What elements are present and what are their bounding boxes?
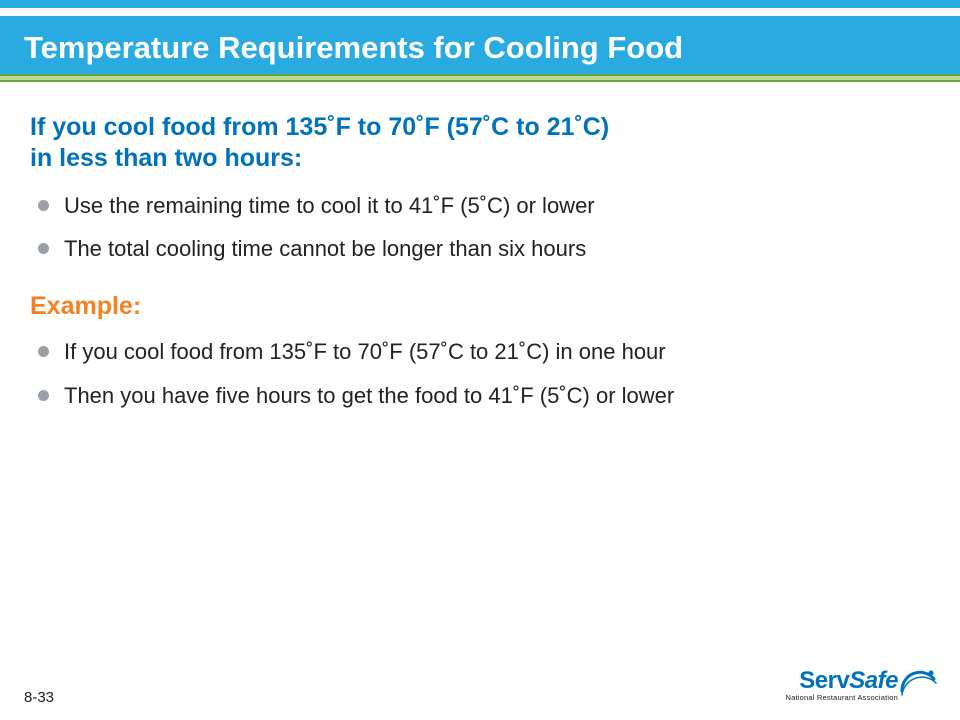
slide-content: If you cool food from 135˚F to 70˚F (57˚… <box>0 82 960 410</box>
servsafe-logo: ServSafe National Restaurant Association <box>785 667 936 702</box>
top-stripe <box>0 0 960 8</box>
logo-safe: Safe <box>849 667 898 694</box>
list-item: Then you have five hours to get the food… <box>36 381 930 411</box>
logo-wordmark: ServSafe <box>785 667 936 695</box>
list-item: If you cool food from 135˚F to 70˚F (57˚… <box>36 337 930 367</box>
accent-track <box>0 74 960 82</box>
section2-heading: Example: <box>30 292 930 321</box>
section2-bullets: If you cool food from 135˚F to 70˚F (57˚… <box>30 337 930 410</box>
title-band: Temperature Requirements for Cooling Foo… <box>0 8 960 74</box>
list-item: Use the remaining time to cool it to 41˚… <box>36 191 930 221</box>
section1-heading: If you cool food from 135˚F to 70˚F (57˚… <box>30 112 930 175</box>
logo-swoosh-icon <box>896 661 938 703</box>
section1-heading-line2: in less than two hours: <box>30 144 302 172</box>
slide-number: 8-33 <box>24 689 54 706</box>
list-item: The total cooling time cannot be longer … <box>36 234 930 264</box>
logo-serv: Serv <box>799 667 849 694</box>
section1-heading-line1: If you cool food from 135˚F to 70˚F (57˚… <box>30 113 609 141</box>
section1-bullets: Use the remaining time to cool it to 41˚… <box>30 191 930 264</box>
slide-title: Temperature Requirements for Cooling Foo… <box>24 30 960 66</box>
